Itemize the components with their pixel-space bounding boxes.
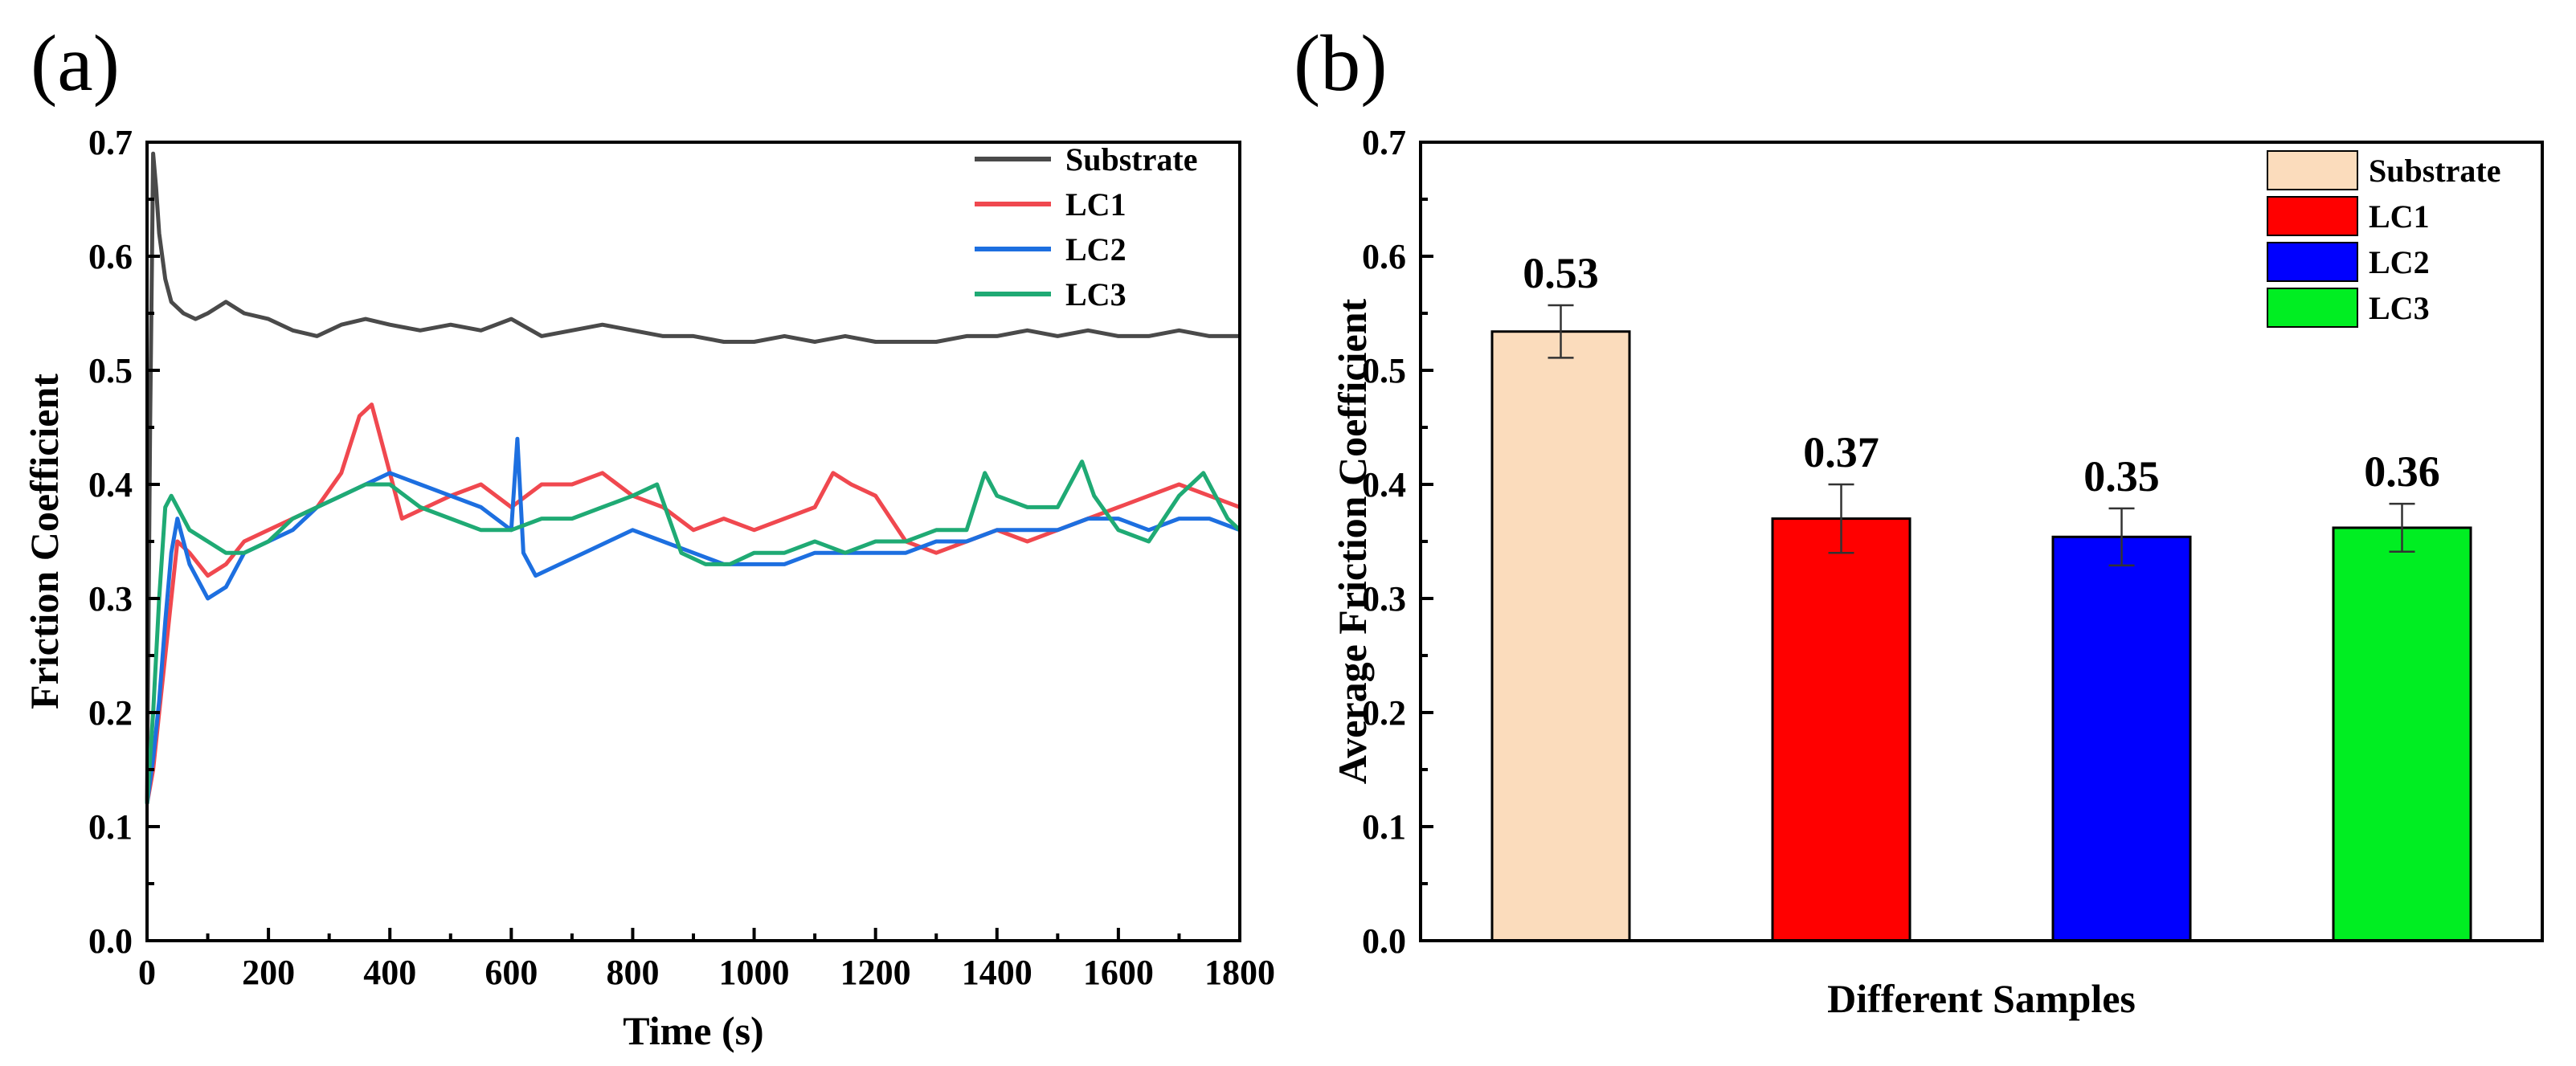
- y-tick-label: 0.7: [1362, 123, 1406, 162]
- bar-lc2: [2051, 535, 2192, 942]
- line-series-lc2: [145, 436, 1241, 804]
- y-tick-label: 0.5: [1362, 351, 1406, 390]
- legend-label-lc2: LC2: [2369, 244, 2430, 280]
- y-tick-label: 0.3: [88, 579, 133, 619]
- line-chart-panel: 0 200 400 600 800 1000 1200 1400 1600 1800 0.0 0.1 0…: [22, 123, 1275, 1053]
- bar-lc1: [1771, 517, 1912, 942]
- y-tick-label: 0.2: [1362, 693, 1406, 733]
- line-chart-ticks: 0 200 400 600 800 1000 1200 1400 1600 1800 0.0 0.1 0…: [88, 123, 1275, 992]
- x-tick-label: 200: [242, 953, 295, 992]
- y-tick-label: 0.4: [1362, 465, 1406, 504]
- x-tick-label: 1200: [840, 953, 911, 992]
- bar-lc3: [2332, 526, 2472, 942]
- y-tick-label: 0.0: [88, 921, 133, 961]
- legend-label-substrate: Substrate: [1065, 141, 1197, 178]
- y-tick-label: 0.6: [88, 237, 133, 276]
- bar-chart-y-axis-title: Average Friction Coefficient: [1330, 298, 1375, 784]
- x-tick-label: 1000: [719, 953, 790, 992]
- line-chart-x-axis-title: Time (s): [623, 1008, 763, 1053]
- bar-value-label: 0.37: [1803, 428, 1879, 476]
- bar-chart-panel: 0.530.37 0.35 0.36 0.00.10.20.30.40.50.60.…: [1330, 123, 2544, 1021]
- x-tick-label: 600: [485, 953, 538, 992]
- y-tick-label: 0.3: [1362, 579, 1406, 619]
- bar-chart-ticks: 0.0 0.1 0.2 0.3 0.4 0.5 0.6 0.7: [1362, 123, 1433, 961]
- line-series-substrate: [145, 151, 1240, 804]
- bar-value-label: 0.36: [2364, 447, 2440, 496]
- y-tick-label: 0.2: [88, 693, 133, 733]
- legend-swatch-lc1: [2267, 196, 2358, 236]
- line-series-group: [145, 151, 1241, 805]
- bar-chart-x-axis-title: Different Samples: [1827, 976, 2136, 1021]
- line-series-lc1: [145, 402, 1241, 805]
- legend-swatch-lc2: [2267, 242, 2358, 282]
- bar-group: 0.53 0.37 0.35 0.36: [1490, 249, 2472, 942]
- bar-value-label: 0.53: [1523, 249, 1599, 297]
- y-tick-label: 0.1: [1362, 807, 1406, 847]
- x-tick-label: 800: [606, 953, 659, 992]
- x-tick-label: 1800: [1204, 953, 1275, 992]
- y-tick-label: 0.6: [1362, 237, 1406, 276]
- legend-label-lc1: LC1: [2369, 198, 2430, 235]
- y-tick-label: 0.7: [88, 123, 133, 162]
- x-tick-label: 1400: [962, 953, 1032, 992]
- x-tick-label: 0: [138, 953, 156, 992]
- legend-label-lc3: LC3: [2369, 290, 2430, 326]
- line-series-lc3: [145, 459, 1241, 804]
- legend-label-lc2: LC2: [1065, 231, 1126, 268]
- line-chart-legend: Substrate LC1 LC2 LC3: [975, 141, 1197, 312]
- x-tick-label: 1600: [1083, 953, 1154, 992]
- line-chart-y-axis-title: Friction Coefficient: [22, 374, 67, 709]
- bar-value-label: 0.35: [2083, 452, 2160, 500]
- bar-substrate: [1490, 330, 1631, 942]
- legend-swatch-substrate: [2267, 150, 2358, 190]
- legend-label-lc3: LC3: [1065, 276, 1126, 312]
- y-tick-label: 0.4: [88, 465, 133, 504]
- bar-chart-legend: Substrate LC1 LC2 LC3: [2267, 150, 2500, 328]
- y-tick-label: 0.1: [88, 807, 133, 847]
- y-tick-label: 0.0: [1362, 921, 1406, 961]
- panel-b-label: (b): [1294, 18, 1388, 108]
- legend-label-substrate: Substrate: [2369, 153, 2500, 189]
- panel-a-label: (a): [31, 18, 120, 108]
- legend-label-lc1: LC1: [1065, 186, 1126, 223]
- legend-swatch-lc3: [2267, 288, 2358, 328]
- x-tick-label: 400: [363, 953, 416, 992]
- y-tick-label: 0.5: [88, 351, 133, 390]
